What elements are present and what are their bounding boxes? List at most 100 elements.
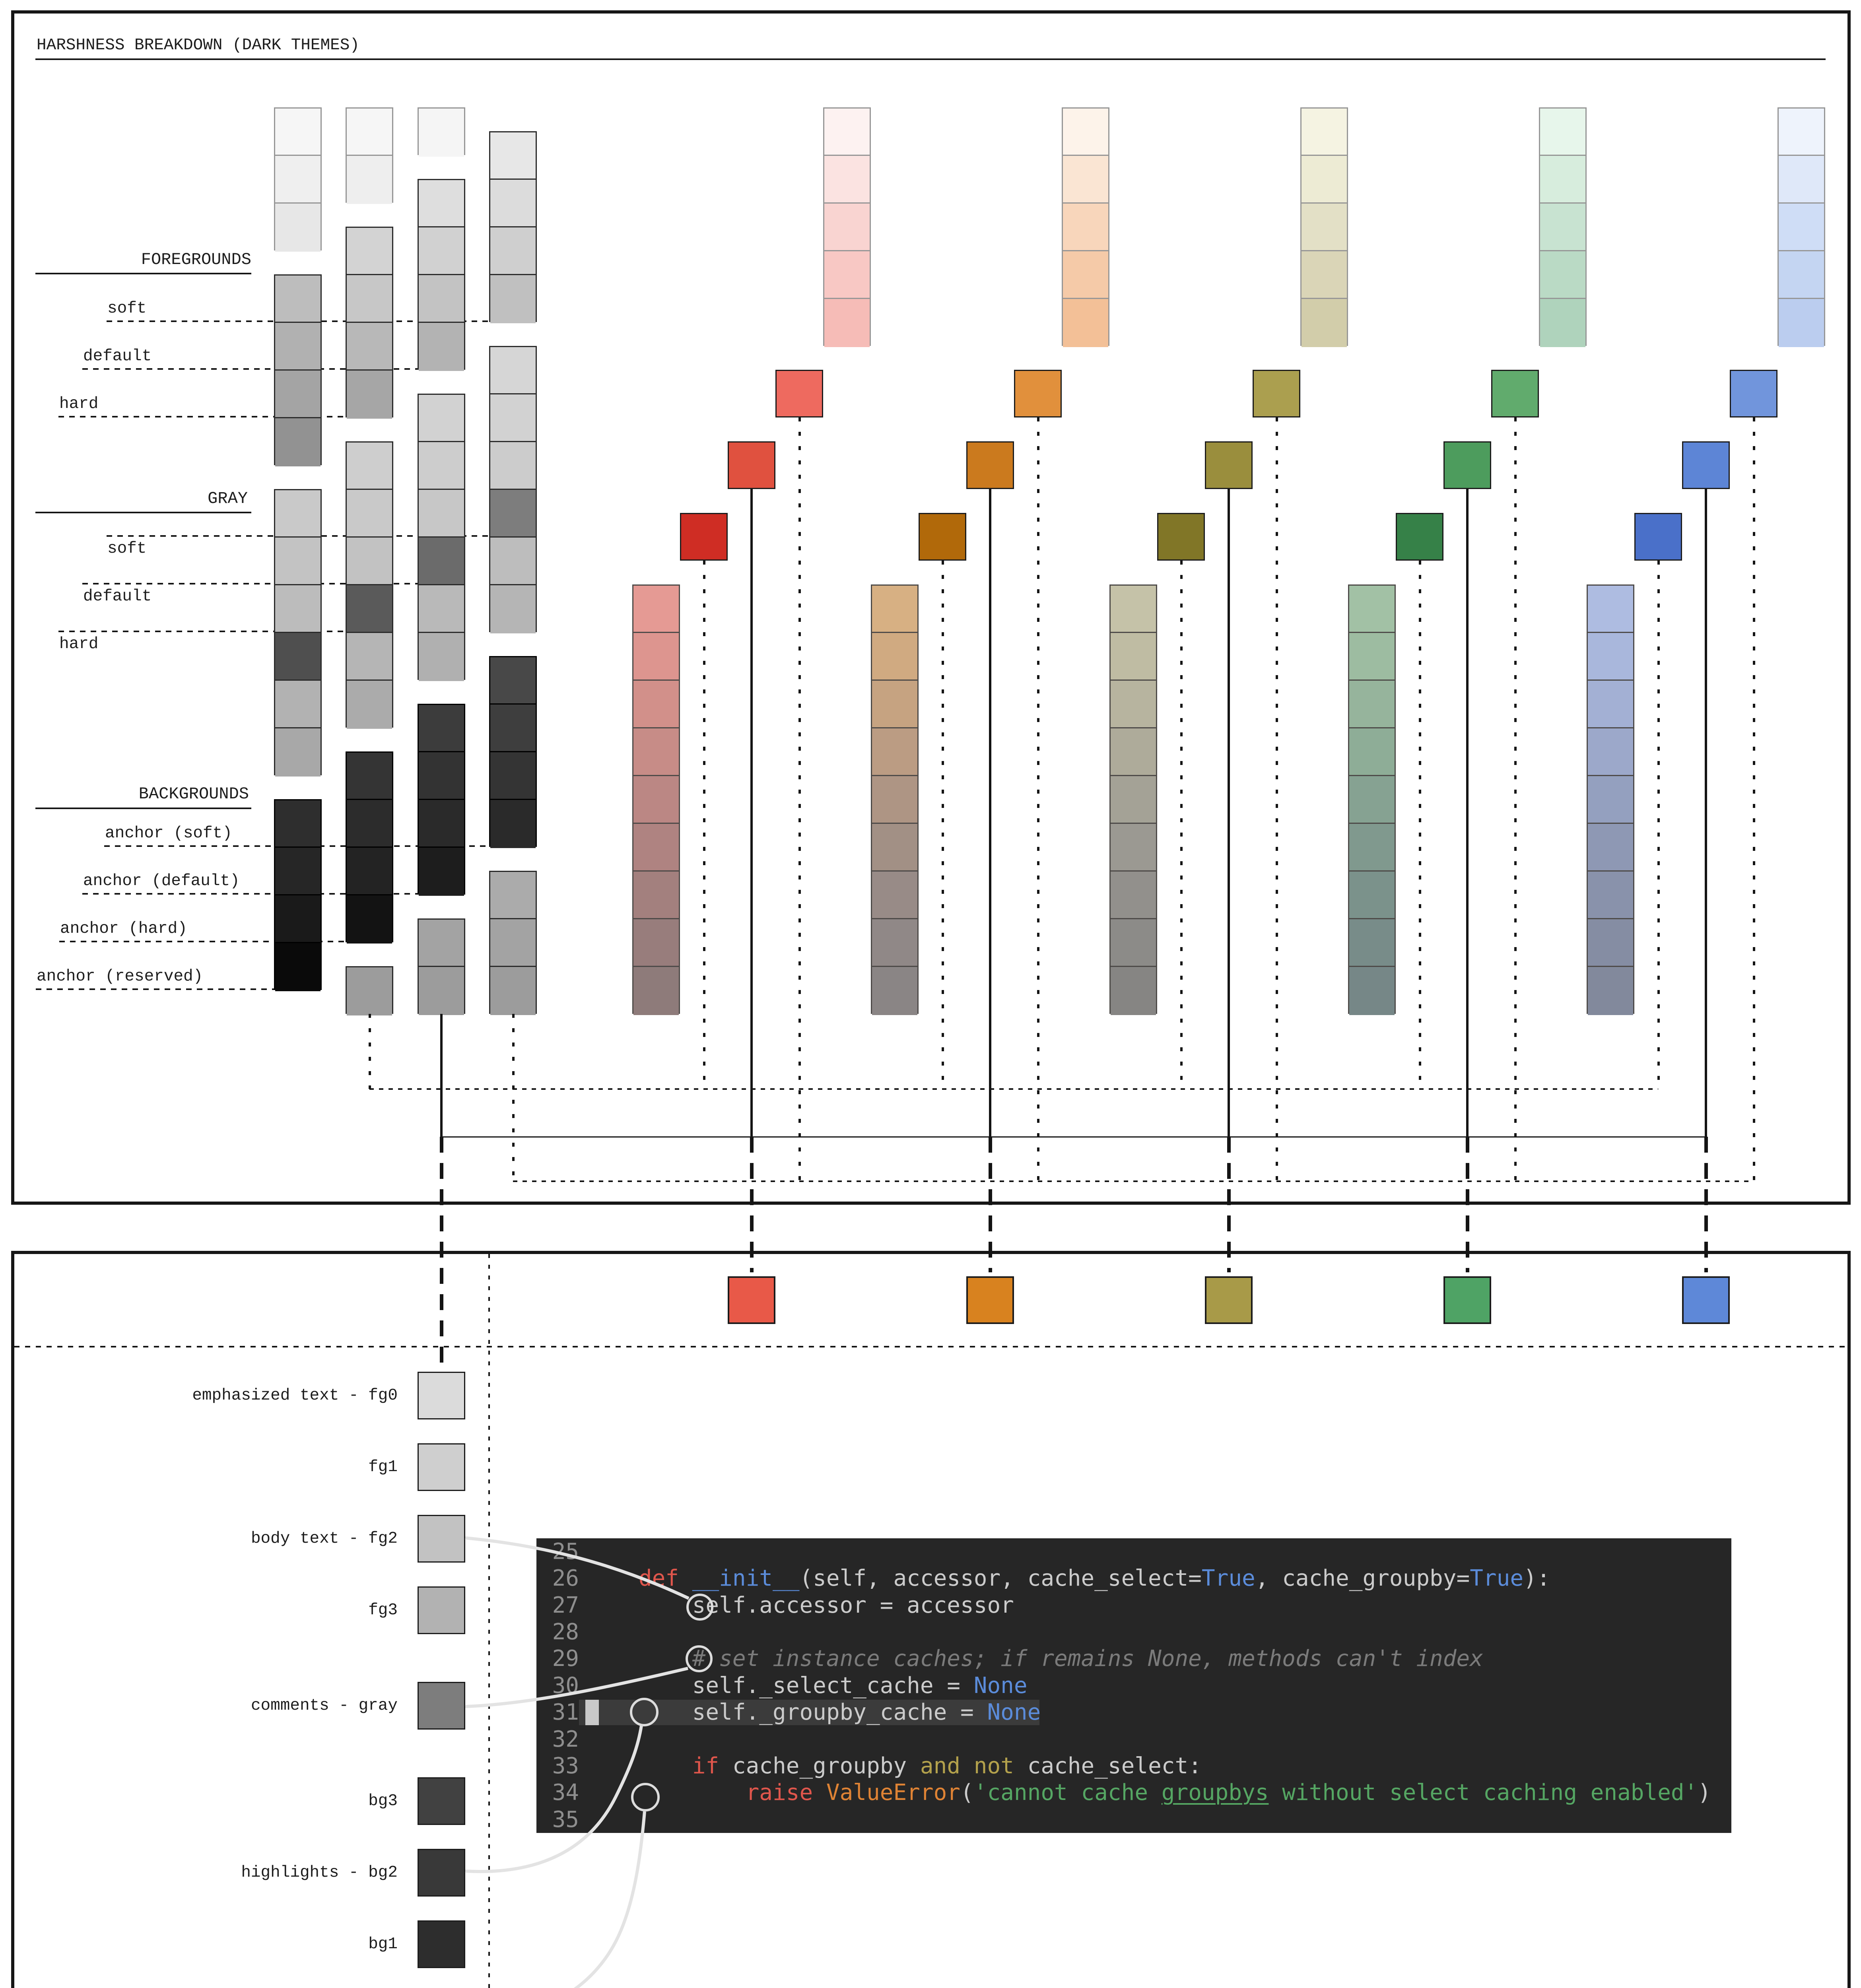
harshness-line-backgrounds-anchorhard xyxy=(59,941,346,942)
red-soft-swatch xyxy=(775,370,823,417)
role-label-emphasized-text-fg0: emphasized text - fg0 xyxy=(192,1386,398,1405)
swatch-cell xyxy=(347,371,392,419)
olive-default-line xyxy=(1228,489,1230,1137)
swatch-cell xyxy=(1588,681,1633,729)
cell-divider xyxy=(1588,632,1633,633)
cell-divider xyxy=(1111,679,1156,681)
swatch-cell xyxy=(275,276,321,324)
swatch-cell xyxy=(1111,681,1156,729)
green-soft-swatch xyxy=(1491,370,1539,417)
swatch-cell xyxy=(490,347,536,395)
code-content: def __init__(self, accessor, cache_selec… xyxy=(579,1565,1731,1592)
cell-divider xyxy=(490,226,536,227)
cell-divider xyxy=(490,751,536,752)
swatch-cell xyxy=(824,109,870,157)
blue-light-stack xyxy=(1777,107,1825,347)
role-swatch-bg3 xyxy=(418,1777,465,1825)
cell-divider xyxy=(275,942,321,943)
gray-col-2-bottom-stack xyxy=(346,966,393,1015)
swatch-cell xyxy=(419,633,464,681)
swatch-cell xyxy=(1302,251,1347,299)
swatch-cell xyxy=(419,967,464,1015)
cell-divider xyxy=(1588,918,1633,919)
cell-divider xyxy=(275,679,321,681)
swatch-cell xyxy=(419,180,464,228)
swatch-cell xyxy=(872,919,917,967)
swatch-cell xyxy=(275,156,321,204)
annotation-curve-fg2-to-code xyxy=(465,1536,690,1600)
cell-divider xyxy=(1349,966,1395,967)
swatch-cell xyxy=(1779,204,1824,252)
cell-divider xyxy=(490,274,536,275)
red-hard-swatch xyxy=(680,513,728,561)
cell-divider xyxy=(347,894,392,895)
line-number: 33 xyxy=(552,1753,579,1779)
code-line-32: 32 xyxy=(536,1726,1731,1753)
cell-divider xyxy=(872,870,917,872)
code-token: without select caching enabled' xyxy=(1269,1780,1698,1806)
code-content: if cache_groupby and not cache_select: xyxy=(579,1753,1731,1779)
red-default-line xyxy=(750,489,753,1137)
cell-divider xyxy=(275,584,321,585)
swatch-cell xyxy=(633,872,679,920)
swatch-cell xyxy=(347,633,392,681)
swatch-cell xyxy=(419,442,464,490)
cell-divider xyxy=(824,155,870,156)
swatch-cell xyxy=(490,705,536,753)
cell-divider xyxy=(275,632,321,633)
harshness-label-backgrounds-anchordefault: anchor (default) xyxy=(83,872,240,890)
gray-col-3-gray-stack xyxy=(418,394,465,681)
cell-divider xyxy=(490,799,536,800)
cell-divider xyxy=(1540,298,1585,299)
swatch-cell xyxy=(1349,681,1395,729)
swatch-cell xyxy=(275,585,321,633)
cell-divider xyxy=(490,584,536,585)
bottom-panel-divider xyxy=(14,1346,1847,1347)
gray-col-2-main-stack xyxy=(346,227,393,419)
cell-divider xyxy=(633,823,679,824)
gray-col-1-gray-stack xyxy=(274,489,322,777)
swatch-cell xyxy=(1349,872,1395,920)
cell-divider xyxy=(419,584,464,585)
swatch-cell xyxy=(490,132,536,181)
harshness-label-gray-default: default xyxy=(83,587,152,606)
line-number: 34 xyxy=(552,1780,579,1806)
cell-divider xyxy=(872,823,917,824)
olive-hard-swatch xyxy=(1157,513,1205,561)
cell-divider xyxy=(1302,250,1347,251)
code-line-26: 26 def __init__(self, accessor, cache_se… xyxy=(536,1565,1731,1592)
bottom-panel-vdivider xyxy=(488,1254,490,1988)
cell-divider xyxy=(347,155,392,156)
code-token: 'cannot cache xyxy=(973,1780,1162,1806)
cell-divider xyxy=(347,632,392,633)
cell-divider xyxy=(1779,155,1824,156)
cell-divider xyxy=(275,155,321,156)
swatch-cell xyxy=(275,800,321,848)
swatch-cell xyxy=(1111,776,1156,824)
code-token: (self, accessor, cache_select= xyxy=(799,1565,1202,1592)
swatch-cell xyxy=(1349,776,1395,824)
gray-col-3-main-stack xyxy=(418,179,465,371)
swatch-cell xyxy=(633,586,679,634)
cell-divider xyxy=(824,298,870,299)
annotation-circle-comment xyxy=(686,1645,713,1672)
swatch-cell xyxy=(275,895,321,944)
swatch-cell xyxy=(347,109,392,157)
green-default-line xyxy=(1466,489,1469,1137)
swatch-cell xyxy=(275,848,321,896)
swatch-cell xyxy=(347,585,392,633)
orange-bottom-link xyxy=(989,1137,992,1272)
code-token: not xyxy=(973,1753,1014,1779)
swatch-cell xyxy=(633,728,679,777)
code-token: None xyxy=(987,1699,1041,1726)
swatch-cell xyxy=(275,490,321,538)
code-token: raise xyxy=(746,1780,813,1806)
section-underline-backgrounds xyxy=(35,808,251,809)
code-token: cache_select: xyxy=(1014,1753,1202,1779)
bottom-panel xyxy=(11,1251,1851,1988)
swatch-cell xyxy=(347,228,392,276)
section-underline-foregrounds xyxy=(35,273,251,274)
cell-divider xyxy=(872,966,917,967)
swatch-cell xyxy=(872,586,917,634)
swatch-cell xyxy=(347,681,392,729)
